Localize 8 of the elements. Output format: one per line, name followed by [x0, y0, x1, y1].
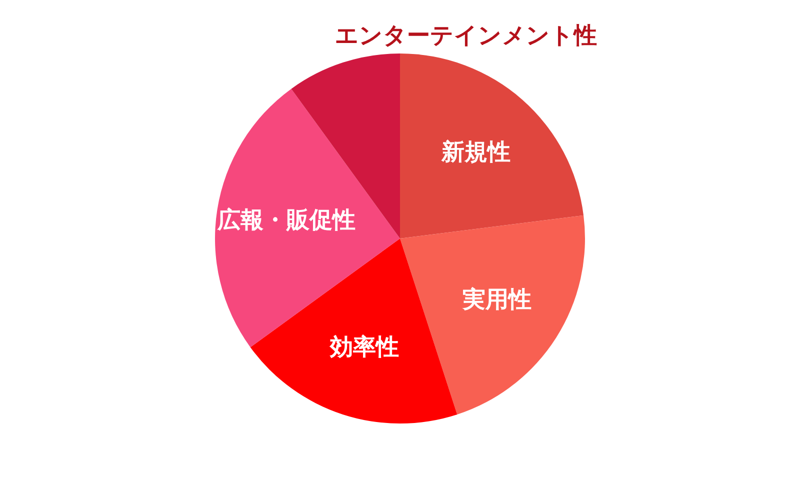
pie-slice: [400, 215, 585, 414]
pie-slice: [250, 238, 458, 424]
slice-label: 広報・販促性: [216, 206, 356, 234]
slice-label: 新規性: [440, 138, 510, 166]
pie-slice: [400, 54, 584, 238]
slice-label: 実用性: [461, 286, 532, 313]
slice-label: エンターテインメント性: [334, 22, 597, 49]
slice-label: 効率性: [329, 334, 400, 361]
